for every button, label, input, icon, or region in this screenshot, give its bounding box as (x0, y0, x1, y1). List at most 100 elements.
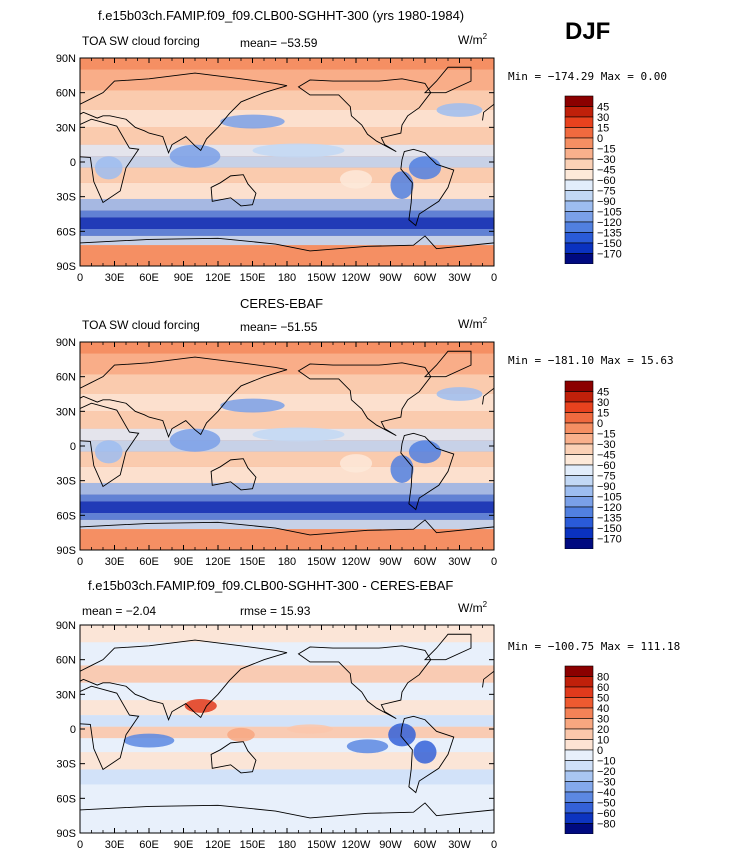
colorbar-swatch (564, 443, 594, 455)
lat-tick-label: 60S (56, 793, 76, 805)
zonal-band (80, 513, 494, 520)
colorbar-swatch (564, 812, 594, 824)
zonal-band (80, 245, 494, 266)
lat-tick-label: 0 (70, 441, 76, 453)
zonal-band (80, 715, 494, 727)
lon-tick-label: 150W (307, 839, 336, 851)
lat-tick-label: 30S (56, 759, 76, 771)
panel-1-title: f.e15b03ch.FAMIP.f09_f09.CLB00-SGHHT-300… (98, 8, 465, 23)
lon-tick-label: 150E (240, 839, 266, 851)
colorbar-level-label: 0 (597, 745, 603, 757)
zonal-band (80, 167, 494, 183)
field-feature (413, 740, 437, 764)
zonal-band (80, 69, 494, 91)
field-feature (388, 723, 416, 747)
panel-1-colorbar: 4530150−15−30−45−60−75−90−105−120−135−15… (564, 95, 622, 264)
lon-tick-label: 120W (342, 272, 371, 284)
coastline-antarctica (80, 235, 494, 266)
colorbar-swatch (564, 95, 594, 107)
zonal-band (80, 217, 494, 230)
field-feature (287, 724, 333, 734)
colorbar-swatch (564, 823, 594, 834)
colorbar-swatch (564, 242, 594, 254)
zonal-band (80, 642, 494, 666)
colorbar-swatch (564, 200, 594, 212)
lon-tick-label: 30E (105, 556, 125, 568)
lat-tick-label: 0 (70, 724, 76, 736)
colorbar-swatch (564, 433, 594, 445)
lon-tick-label: 60E (139, 839, 159, 851)
colorbar-level-label: 30 (597, 397, 609, 409)
lon-tick-label: 30W (448, 556, 471, 568)
colorbar-level-label: 20 (597, 724, 609, 736)
coastline-europe-wrap (482, 387, 494, 405)
zonal-band (80, 501, 494, 514)
panel-2-colorbar-group: 4530150−15−30−45−60−75−90−105−120−135−15… (564, 380, 622, 549)
lat-tick-label: 30N (56, 689, 76, 701)
panel-2-units-label: W/m2 (458, 316, 487, 331)
zonal-band (80, 482, 494, 495)
lon-tick-label: 0 (491, 272, 497, 284)
zonal-band (80, 353, 494, 375)
colorbar-swatch (564, 496, 594, 508)
colorbar-swatch (564, 422, 594, 434)
lat-tick-label: 30N (56, 122, 76, 134)
colorbar-level-label: −60 (597, 460, 616, 472)
lon-tick-label: 60E (139, 272, 159, 284)
lat-tick-label: 90N (56, 53, 76, 65)
coastline-samerica (400, 148, 455, 227)
colorbar-level-label: 10 (597, 735, 609, 747)
field-feature (227, 727, 255, 742)
colorbar-swatch (564, 728, 594, 740)
colorbar-level-label: 0 (597, 418, 603, 430)
coastline-samerica (400, 715, 455, 794)
panel-1-mean-label: mean= −53.59 (240, 36, 318, 50)
lon-tick-label: 90E (174, 272, 194, 284)
lon-tick-label: 60E (139, 556, 159, 568)
lat-tick-label: 90S (56, 545, 76, 557)
field-feature (169, 428, 221, 452)
colorbar-level-label: −75 (597, 471, 616, 483)
lat-tick-label: 90S (56, 261, 76, 273)
colorbar-swatch (564, 749, 594, 761)
colorbar-swatch (564, 127, 594, 139)
colorbar-swatch (564, 718, 594, 730)
colorbar-swatch (564, 464, 594, 476)
colorbar-swatch (564, 485, 594, 497)
lon-tick-label: 90W (379, 839, 402, 851)
lon-tick-label: 30E (105, 272, 125, 284)
field-feature (408, 156, 442, 180)
colorbar-swatch (564, 707, 594, 719)
lon-tick-label: 0 (77, 272, 83, 284)
lat-tick-label: 90S (56, 828, 76, 840)
colorbar-level-label: 50 (597, 693, 609, 705)
lon-tick-label: 30E (105, 839, 125, 851)
colorbar-level-label: 40 (597, 703, 609, 715)
colorbar-level-label: −150 (597, 523, 622, 535)
lon-tick-label: 120W (342, 556, 371, 568)
colorbar-level-label: 60 (597, 682, 609, 694)
panel-1-colorbar-group: 4530150−15−30−45−60−75−90−105−120−135−15… (564, 95, 622, 264)
units-text: W/m (458, 33, 483, 47)
colorbar-swatch (564, 401, 594, 413)
colorbar-level-label: −15 (597, 429, 616, 441)
colorbar-swatch (564, 391, 594, 403)
units-superscript: 2 (482, 316, 488, 325)
lon-tick-label: 60W (414, 272, 437, 284)
panel-2-colorbar: 4530150−15−30−45−60−75−90−105−120−135−15… (564, 380, 622, 549)
lat-tick-label: 60N (56, 88, 76, 100)
colorbar-swatch (564, 475, 594, 487)
zonal-band (80, 374, 494, 394)
lon-tick-label: 150W (307, 272, 336, 284)
field-feature (390, 171, 414, 199)
zonal-band (80, 529, 494, 550)
zonal-band (80, 156, 494, 168)
colorbar-level-label: −90 (597, 196, 616, 208)
coastline-namerica (297, 645, 432, 719)
zonal-band (80, 738, 494, 753)
panel-1-variable-label: TOA SW cloud forcing (82, 34, 200, 48)
zonal-band (80, 110, 494, 128)
lat-tick-label: 30S (56, 476, 76, 488)
